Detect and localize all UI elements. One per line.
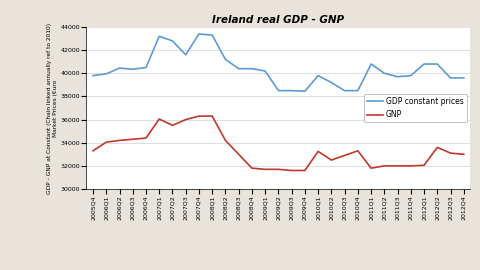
GDP constant prices — [328, 81, 334, 84]
GDP constant prices — [461, 76, 467, 80]
GDP constant prices — [434, 62, 440, 66]
GDP constant prices — [209, 33, 215, 37]
GNP — [395, 164, 400, 167]
GNP — [408, 164, 414, 167]
GNP — [328, 158, 334, 162]
GNP — [169, 124, 175, 127]
Line: GDP constant prices: GDP constant prices — [93, 34, 464, 91]
GNP — [183, 118, 189, 121]
GNP — [117, 139, 122, 142]
GDP constant prices — [249, 67, 255, 70]
GNP — [130, 138, 136, 141]
GDP constant prices — [395, 75, 400, 78]
GNP — [90, 149, 96, 153]
GDP constant prices — [262, 69, 268, 73]
GNP — [209, 114, 215, 118]
GDP constant prices — [103, 72, 109, 76]
GNP — [276, 168, 281, 171]
GNP — [236, 153, 241, 156]
GNP — [368, 167, 374, 170]
GNP — [196, 114, 202, 118]
GDP constant prices — [223, 58, 228, 61]
GNP — [382, 164, 387, 167]
GDP constant prices — [90, 74, 96, 77]
GDP constant prices — [315, 74, 321, 77]
GNP — [342, 154, 348, 157]
GDP constant prices — [448, 76, 454, 80]
GNP — [223, 139, 228, 142]
GNP — [262, 168, 268, 171]
GDP constant prices — [276, 89, 281, 92]
Title: Ireland real GDP - GNP: Ireland real GDP - GNP — [212, 15, 345, 25]
GNP — [103, 140, 109, 144]
GDP constant prices — [143, 66, 149, 69]
Legend: GDP constant prices, GNP: GDP constant prices, GNP — [364, 94, 467, 122]
GNP — [143, 136, 149, 140]
GNP — [249, 167, 255, 170]
GDP constant prices — [117, 66, 122, 70]
GNP — [156, 117, 162, 121]
GDP constant prices — [289, 89, 295, 92]
GDP constant prices — [342, 89, 348, 92]
Y-axis label: GDP - GNP at Constant (Chain linked annually ref to 2010)
Market Prices (€uro: GDP - GNP at Constant (Chain linked annu… — [47, 22, 58, 194]
GDP constant prices — [408, 74, 414, 77]
GDP constant prices — [355, 89, 361, 92]
GNP — [289, 169, 295, 172]
Line: GNP: GNP — [93, 116, 464, 170]
GDP constant prices — [368, 62, 374, 66]
GDP constant prices — [421, 62, 427, 66]
GDP constant prices — [196, 32, 202, 36]
GDP constant prices — [382, 72, 387, 75]
GDP constant prices — [156, 35, 162, 38]
GDP constant prices — [302, 90, 308, 93]
GNP — [461, 153, 467, 156]
GNP — [302, 169, 308, 172]
GDP constant prices — [130, 68, 136, 71]
GNP — [448, 151, 454, 155]
GNP — [315, 150, 321, 153]
GDP constant prices — [169, 39, 175, 42]
GDP constant prices — [236, 67, 241, 70]
GDP constant prices — [183, 53, 189, 56]
GNP — [355, 149, 361, 153]
GNP — [421, 164, 427, 167]
GNP — [434, 146, 440, 149]
